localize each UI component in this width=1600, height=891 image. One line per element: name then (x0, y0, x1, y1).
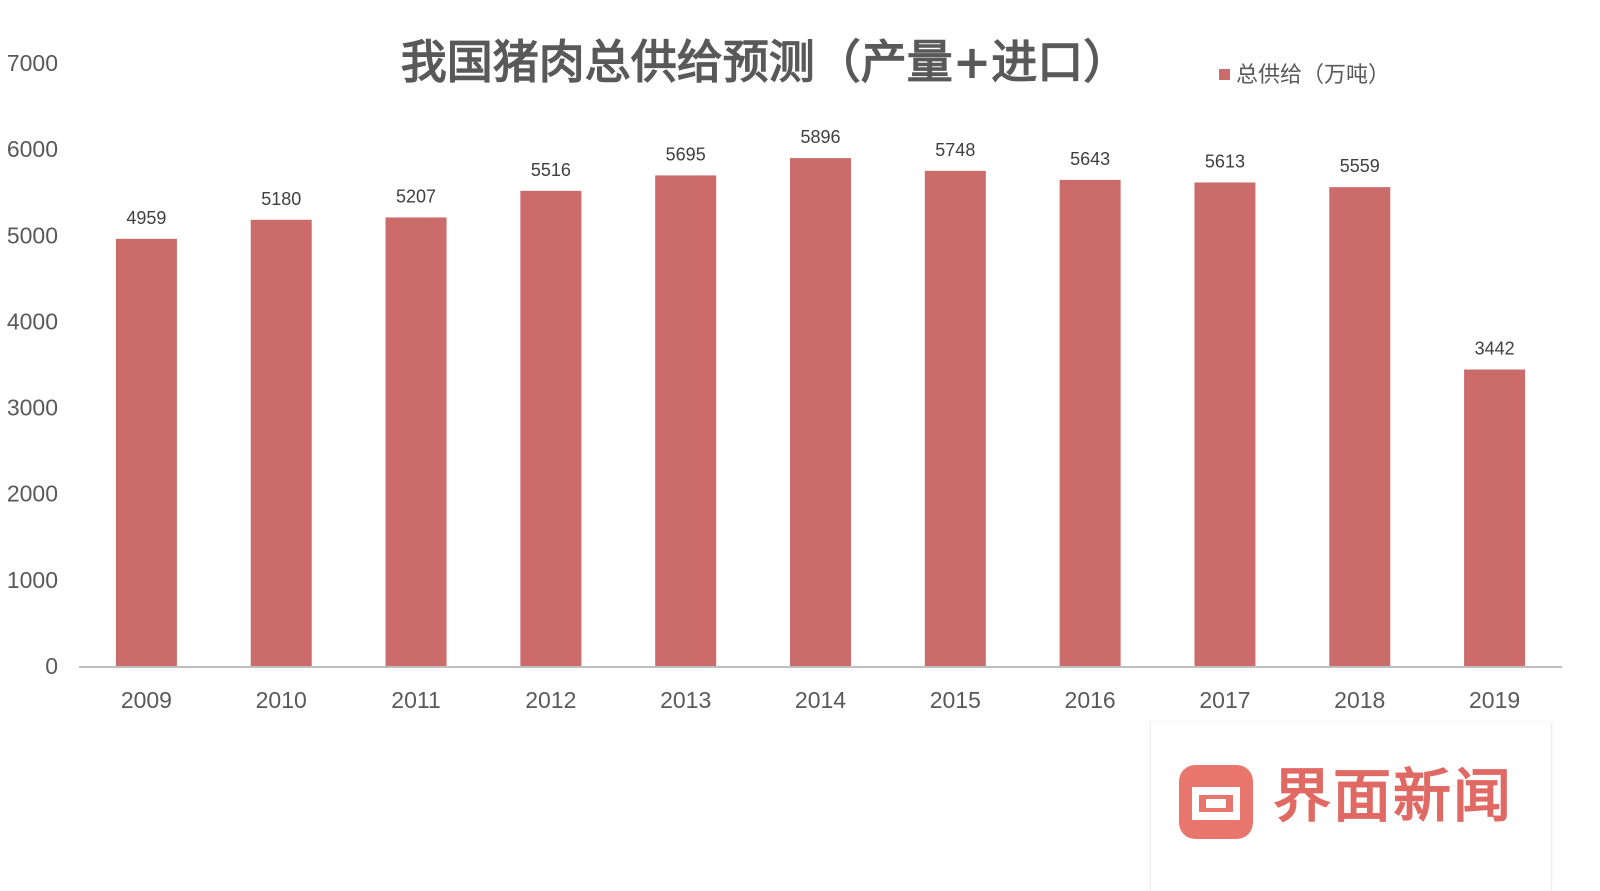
y-tick-label: 4000 (7, 308, 58, 334)
data-label: 5207 (396, 186, 436, 206)
x-tick-label: 2012 (525, 687, 576, 713)
bar (924, 170, 986, 666)
chart-title: 我国猪肉总供给预测（产量+进口） (401, 35, 1130, 89)
data-label: 5559 (1340, 156, 1380, 176)
x-tick-label: 2014 (795, 687, 846, 713)
bar (655, 175, 717, 666)
watermark-panel: 界面新闻 (1150, 722, 1552, 891)
x-tick-label: 2009 (121, 687, 172, 713)
y-tick-label: 3000 (7, 395, 58, 421)
y-tick-label: 7000 (7, 50, 58, 76)
data-label: 5643 (1070, 149, 1110, 169)
bar-series (115, 158, 1526, 667)
data-labels: 4959 5180 5207 5516 5695 5896 5748 5643 5613 5559… (126, 127, 1514, 358)
x-tick-label: 2018 (1334, 687, 1385, 713)
bar (520, 190, 582, 666)
x-tick-label: 2017 (1199, 687, 1250, 713)
bar (1059, 179, 1121, 666)
x-tick-label: 2016 (1065, 687, 1116, 713)
y-tick-label: 2000 (7, 481, 58, 507)
x-tick-label: 2011 (391, 687, 440, 713)
bar (1194, 182, 1256, 666)
bar (1329, 187, 1391, 667)
data-label: 5180 (261, 189, 301, 209)
watermark-text: 界面新闻 (1273, 762, 1514, 830)
data-label: 5695 (666, 144, 706, 164)
bar (790, 158, 851, 666)
data-label: 3442 (1475, 338, 1515, 358)
y-axis: 0 1000 2000 3000 4000 5000 6000 7000 (7, 50, 58, 679)
data-label: 5748 (935, 140, 975, 160)
y-tick-label: 1000 (7, 567, 58, 593)
x-tick-label: 2015 (930, 687, 981, 713)
logo-icon-frame (1192, 787, 1240, 820)
legend-swatch (1219, 69, 1230, 80)
y-tick-label: 0 (45, 653, 58, 679)
x-tick-label: 2013 (660, 687, 711, 713)
x-tick-label: 2019 (1469, 687, 1520, 713)
bar (115, 238, 177, 666)
bar (1464, 369, 1526, 666)
jiemian-logo-icon (1179, 765, 1253, 839)
bar (250, 219, 312, 666)
x-axis: 2009 2010 2011 2012 2013 2014 2015 2016 2017 2018… (79, 666, 1562, 713)
data-label: 5613 (1205, 151, 1245, 171)
data-label: 4959 (126, 208, 166, 228)
y-tick-label: 6000 (7, 136, 58, 162)
x-tick-label: 2010 (256, 687, 307, 713)
data-label: 5896 (800, 127, 840, 147)
legend-label: 总供给（万吨） (1236, 63, 1390, 88)
data-label: 5516 (531, 160, 571, 180)
y-tick-label: 5000 (7, 222, 58, 248)
legend: 总供给（万吨） (1219, 63, 1390, 88)
logo-icon-window (1206, 799, 1226, 808)
bar (385, 217, 447, 666)
